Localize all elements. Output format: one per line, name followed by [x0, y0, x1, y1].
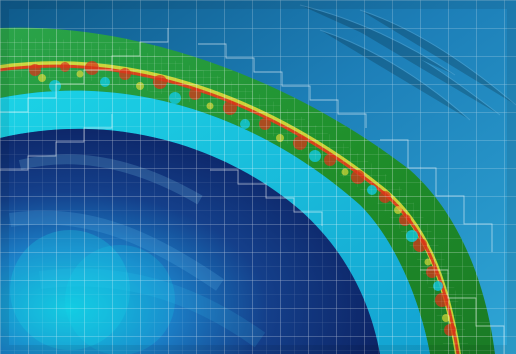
mesh-grid-overlay — [0, 0, 516, 354]
amr-simulation-visual — [0, 0, 516, 354]
simulation-frame — [0, 0, 516, 354]
